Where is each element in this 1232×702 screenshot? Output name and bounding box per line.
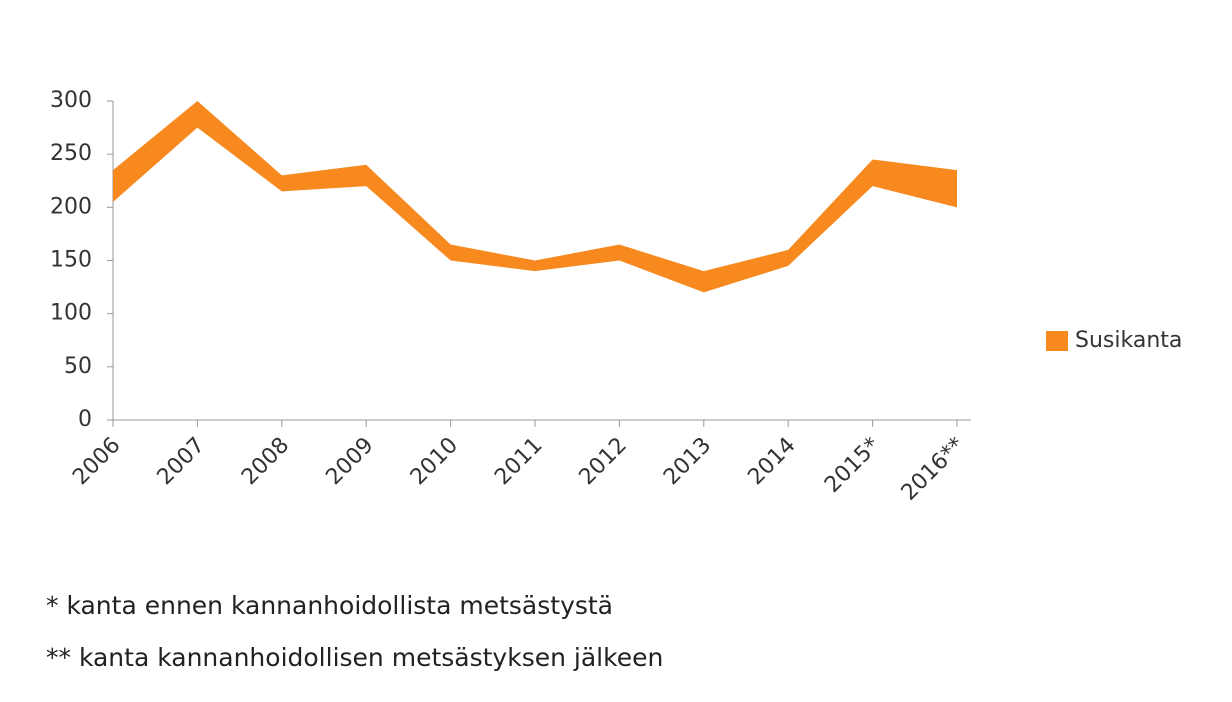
- legend-swatch: [1046, 331, 1068, 351]
- x-tick-label: 2008: [237, 433, 294, 490]
- x-tick-label: 2014: [743, 433, 800, 490]
- x-tick-label: 2011: [490, 433, 547, 490]
- y-tick-label: 150: [50, 248, 92, 273]
- x-tick-label: 2015*: [820, 433, 885, 498]
- x-tick-label: 2016**: [897, 433, 970, 506]
- footnote: ** kanta kannanhoidollisen metsästyksen …: [46, 643, 663, 672]
- y-tick-label: 100: [50, 301, 92, 326]
- y-tick-label: 250: [50, 141, 92, 166]
- y-tick-label: 200: [50, 194, 92, 219]
- footnote: * kanta ennen kannanhoidollista metsästy…: [46, 591, 613, 620]
- band-area: [113, 101, 957, 293]
- y-tick-label: 0: [78, 407, 92, 432]
- x-tick-label: 2007: [153, 433, 210, 490]
- x-tick-label: 2010: [406, 433, 463, 490]
- x-tick-label: 2012: [575, 433, 632, 490]
- x-tick-label: 2013: [659, 433, 716, 490]
- x-tick-label: 2009: [321, 433, 378, 490]
- y-tick-label: 50: [64, 354, 92, 379]
- y-tick-label: 300: [50, 88, 92, 113]
- x-tick-label: 2006: [68, 433, 125, 490]
- legend-label: Susikanta: [1075, 328, 1182, 353]
